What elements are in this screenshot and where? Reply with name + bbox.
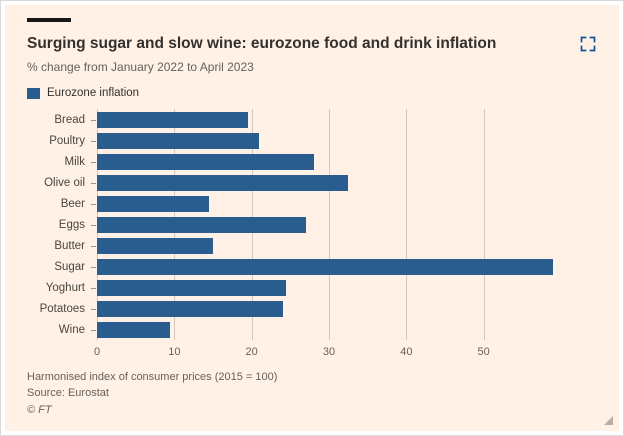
- x-tick-label: 0: [93, 346, 101, 359]
- legend: Eurozone inflation: [27, 87, 597, 99]
- bar-track: [91, 174, 561, 191]
- x-tick-label: 40: [400, 346, 413, 359]
- x-axis: 0 10 20 30 40 50: [93, 340, 561, 360]
- footnote: Harmonised index of consumer prices (201…: [27, 371, 278, 384]
- x-tick-label: 30: [322, 346, 336, 359]
- bar-yoghurt: [97, 279, 287, 296]
- chart-row: Sugar: [27, 256, 561, 277]
- bar-beer: [97, 195, 210, 212]
- bar-track: [91, 258, 561, 275]
- category-label: Sugar: [54, 260, 85, 273]
- bar-track: [91, 132, 561, 149]
- chart-row: Eggs: [27, 214, 561, 235]
- category-label: Bread: [54, 113, 85, 126]
- bar-milk: [97, 153, 314, 170]
- bar-track: [91, 237, 561, 254]
- category-label: Eggs: [58, 218, 85, 231]
- bar-track: [91, 195, 561, 212]
- bar-wine: [97, 321, 171, 338]
- gridline: [329, 109, 330, 341]
- x-tick-label: 50: [477, 346, 490, 359]
- footer: Harmonised index of consumer prices (201…: [27, 370, 597, 418]
- chart-subtitle: % change from January 2022 to April 2023: [27, 60, 254, 75]
- bar-potatoes: [97, 300, 283, 317]
- chart-row: Wine: [27, 319, 561, 340]
- category-label: Poultry: [49, 134, 85, 147]
- source: Source: Eurostat: [27, 386, 109, 399]
- category-label: Wine: [58, 323, 85, 336]
- gridline: [483, 109, 485, 341]
- x-tick-label: 20: [245, 346, 258, 359]
- chart-row: Milk: [27, 151, 561, 172]
- bar-olive-oil: [97, 174, 349, 191]
- category-label: Milk: [64, 155, 85, 168]
- bar-chart: Bread Poultry Milk Olive oil Beer Eggs Butter S…: [27, 109, 597, 360]
- legend-swatch: [27, 87, 40, 99]
- category-label: Potatoes: [39, 302, 85, 315]
- chart-title: Surging sugar and slow wine: eurozone fo…: [27, 35, 497, 52]
- chart-row: Beer: [27, 193, 561, 214]
- category-label: Butter: [54, 239, 85, 252]
- bar-track: [91, 279, 561, 296]
- chart-row: Poultry: [27, 130, 561, 151]
- top-rule: [27, 18, 71, 22]
- chart-row: Olive oil: [27, 172, 561, 193]
- chart-row: Yoghurt: [27, 277, 561, 298]
- legend-label: Eurozone inflation: [47, 87, 140, 100]
- chart-row: Bread: [27, 109, 561, 130]
- expand-icon[interactable]: [579, 35, 597, 53]
- x-tick-label: 10: [168, 346, 181, 359]
- category-label: Beer: [60, 197, 85, 210]
- chart-row: Butter: [27, 235, 561, 256]
- bar-track: [91, 153, 561, 170]
- category-label: Yoghurt: [45, 281, 85, 294]
- category-label: Olive oil: [44, 176, 85, 189]
- header: Surging sugar and slow wine: eurozone fo…: [27, 34, 597, 53]
- bar-sugar: [97, 258, 554, 275]
- bar-track: [91, 321, 561, 338]
- gridline: [406, 109, 408, 341]
- bar-poultry: [97, 132, 260, 149]
- chart-row: Potatoes: [27, 298, 561, 319]
- resize-handle-icon[interactable]: [604, 416, 613, 425]
- bar-bread: [97, 111, 248, 128]
- copyright: © FT: [27, 404, 52, 417]
- bar-butter: [97, 237, 213, 254]
- bar-track: [91, 300, 561, 317]
- bar-track: [91, 111, 561, 128]
- bar-eggs: [97, 216, 306, 233]
- chart-card: Surging sugar and slow wine: eurozone fo…: [5, 5, 619, 431]
- bar-track: [91, 216, 561, 233]
